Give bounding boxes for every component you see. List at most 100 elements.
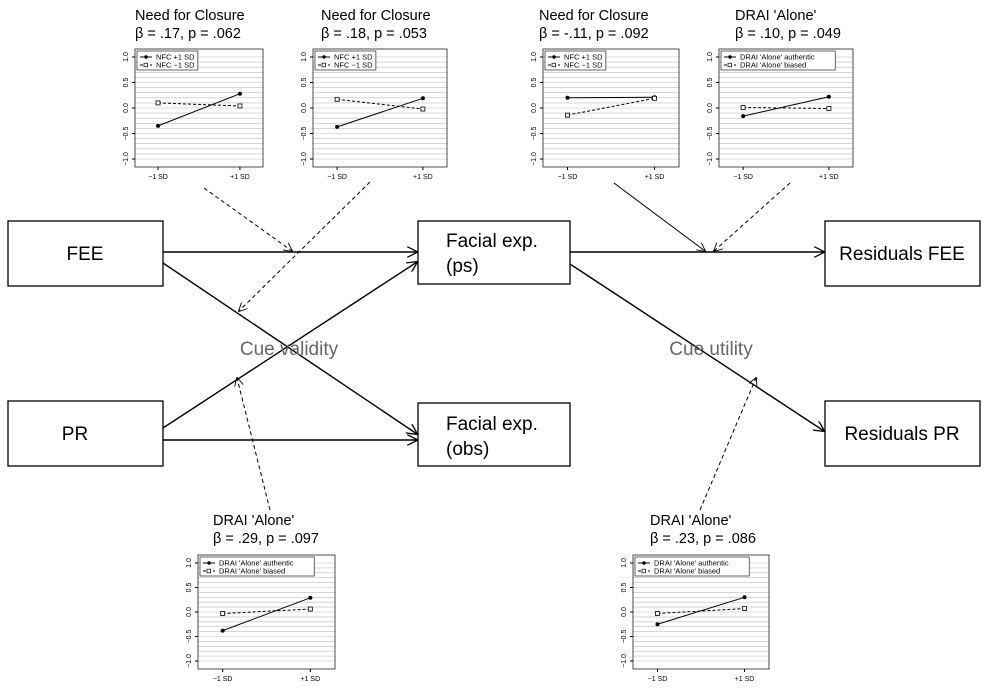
plot-1-legend-marker	[143, 62, 148, 68]
interaction-plots: Need for Closure β = .17, p = .062 −1.0 −0.…	[123, 8, 854, 683]
plot-5-ytick-label: 1.0	[186, 558, 193, 568]
plot-5-series-2-line	[222, 608, 311, 614]
plot-6-legend-marker	[642, 561, 646, 565]
plot-3-legend-label: NFC −1 SD	[564, 61, 603, 70]
plot-3-ytick-label: −1.0	[531, 152, 538, 166]
plot-6-title: DRAI 'Alone'	[650, 513, 732, 529]
plot-3-series-1-point	[565, 95, 570, 100]
plot-3-xtick-label: +1 SD	[645, 174, 665, 181]
plot-4-xtick-label: +1 SD	[819, 174, 839, 181]
plot-5-xtick-label: −1 SD	[213, 676, 233, 683]
plot-1-series-1-point	[156, 123, 161, 128]
plot-5-xtick-label: +1 SD	[301, 676, 321, 683]
moderator-arrow-2	[239, 181, 371, 311]
plot-1-series-2-point	[237, 103, 243, 109]
plot-5-series-1-point	[308, 595, 313, 600]
plot-1-ytick-label: −1.0	[123, 152, 130, 166]
plot-6-xtick-label: +1 SD	[735, 676, 755, 683]
plot-2-ytick-label: 1.0	[301, 52, 308, 62]
plot-6-xtick-label: −1 SD	[648, 676, 668, 683]
plot-6-series-1-point	[742, 595, 747, 600]
plot-3-legend-label: NFC +1 SD	[564, 53, 603, 62]
node-residuals-pr-label: Residuals PR	[844, 424, 959, 445]
plot-2-ytick-label: −0.5	[301, 126, 308, 140]
plot-6-series-1-line	[657, 596, 745, 625]
plot-6-series-2-point	[742, 606, 747, 611]
plot-1-subtitle: β = .17, p = .062	[135, 26, 241, 42]
plot-4-ytick-label: −1.0	[707, 152, 714, 166]
plot-6-ytick-label: 1.0	[621, 558, 628, 568]
plot-6-series-2-point	[655, 611, 660, 616]
plot-5-legend-marker	[207, 561, 211, 565]
plot-5-legend-label: DRAI 'Alone' biased	[219, 567, 285, 576]
plot-4-title: DRAI 'Alone'	[735, 8, 817, 24]
node-facial-obs-label-1: Facial exp.	[446, 414, 538, 435]
moderator-arrow-5	[237, 378, 271, 511]
node-pr-label: PR	[62, 424, 88, 445]
plot-2-legend-label: NFC +1 SD	[334, 53, 373, 62]
plot-2-legend-box	[314, 50, 377, 71]
node-facial-obs: Facial exp. (obs)	[417, 402, 571, 467]
plot-6-legend-label: DRAI 'Alone' biased	[654, 567, 720, 576]
plot-3-legend-box	[544, 50, 607, 71]
plot-5-series-1-line	[222, 597, 311, 632]
plot-2-xtick-label: −1 SD	[327, 174, 347, 181]
cue-utility-label: Cue utility	[669, 339, 753, 360]
plot-1-ytick-label: 0.5	[123, 78, 130, 88]
plot-6-ytick-label: −1.0	[621, 654, 628, 668]
node-residuals-fee: Residuals FEE	[824, 220, 981, 287]
interaction-plot-4: DRAI 'Alone' β = .10, p = .049 −1.0 −0.5 0.0…	[707, 8, 854, 181]
node-residuals-pr: Residuals PR	[824, 400, 981, 467]
plot-5-series-2-point	[220, 611, 226, 616]
plot-3-ytick-label: 0.5	[531, 78, 538, 88]
plot-6-ytick-label: −0.5	[621, 629, 628, 643]
plot-2-legend-label: NFC −1 SD	[334, 61, 373, 70]
plot-1-xtick-label: −1 SD	[148, 174, 168, 181]
interaction-plot-3: Need for Closure β = -.11, p = .092 −1.0 −0…	[531, 8, 680, 181]
plot-3-ytick-label: 1.0	[531, 52, 538, 62]
plot-4-series-1-line	[743, 96, 829, 117]
arrow-facial-ps-to-residuals-pr	[569, 263, 824, 431]
plot-4-ytick-label: 0.5	[707, 78, 714, 88]
plot-5-series-2-point	[307, 606, 313, 612]
node-facial-ps-label-2: (ps)	[446, 256, 479, 277]
plot-3-series-2-line	[567, 97, 655, 116]
plot-4-series-2-point	[740, 105, 746, 110]
plot-4-series-2-line	[743, 106, 829, 110]
plot-1-ytick-label: 1.0	[123, 52, 130, 62]
plot-1-series-2-point	[155, 100, 161, 106]
plot-5-legend-marker	[206, 568, 211, 574]
plot-4-legend-marker	[727, 62, 732, 68]
plot-5-legend-label: DRAI 'Alone' authentic	[219, 559, 294, 568]
plot-3-series-2-point	[565, 112, 570, 118]
plot-3-xtick-label: −1 SD	[558, 174, 578, 181]
plot-5-series-1-point	[220, 628, 225, 633]
plot-3-series-1-line	[567, 96, 655, 99]
plot-2-series-1-point	[420, 96, 425, 101]
plot-2-ytick-label: −1.0	[301, 152, 308, 166]
plot-5-subtitle: β = .29, p = .097	[213, 531, 319, 547]
plot-6-ytick-label: 0.0	[621, 607, 628, 617]
plot-5-ytick-label: 0.5	[186, 583, 193, 593]
plot-6-series-1-point	[655, 622, 660, 627]
plot-3-ytick-label: −0.5	[531, 126, 538, 140]
interaction-plot-1: Need for Closure β = .17, p = .062 −1.0 −0.…	[123, 8, 264, 181]
plot-3-subtitle: β = -.11, p = .092	[539, 26, 649, 42]
plot-6-ytick-label: 0.5	[621, 583, 628, 593]
interaction-plot-2: Need for Closure β = .18, p = .053 −1.0 −0.…	[301, 8, 448, 181]
plot-1-ytick-label: −0.5	[123, 126, 130, 140]
plot-4-series-2-point	[826, 106, 832, 111]
plot-2-title: Need for Closure	[321, 8, 431, 24]
plot-6-subtitle: β = .23, p = .086	[650, 531, 756, 547]
plot-4-legend-marker	[728, 55, 732, 59]
interaction-plot-5: DRAI 'Alone' β = .29, p = .097 −1.0 −0.5 0.0…	[186, 513, 336, 683]
plot-1-title: Need for Closure	[135, 8, 245, 24]
plot-6-legend-label: DRAI 'Alone' authentic	[654, 559, 729, 568]
plot-4-ytick-label: 0.0	[707, 103, 714, 113]
plot-1-legend-box	[136, 50, 199, 71]
plot-4-series-1-point	[826, 94, 831, 99]
plot-4-legend-label: DRAI 'Alone' authentic	[740, 53, 815, 62]
moderator-arrow-4	[714, 182, 791, 251]
plot-1-legend-marker	[144, 55, 148, 59]
